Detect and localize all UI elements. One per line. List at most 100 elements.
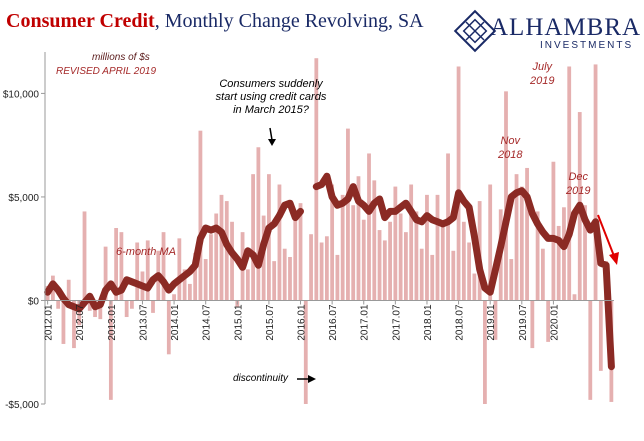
bar bbox=[256, 147, 261, 301]
x-tick-label: 2016.01 bbox=[297, 304, 308, 341]
july-2019-month: July bbox=[532, 61, 553, 73]
bar bbox=[351, 205, 356, 301]
y-tick-label: $5,000 bbox=[8, 193, 39, 204]
bar bbox=[130, 300, 134, 309]
revised-note: REVISED APRIL 2019 bbox=[56, 66, 157, 77]
bar bbox=[298, 203, 303, 301]
bar bbox=[309, 234, 313, 301]
bar bbox=[303, 300, 308, 404]
bar bbox=[398, 213, 403, 301]
bar bbox=[145, 240, 150, 301]
x-tick-label: 2013.07 bbox=[138, 304, 149, 341]
bar bbox=[135, 242, 140, 301]
logo-mark bbox=[453, 9, 497, 53]
ma-label: 6-month MA bbox=[116, 246, 176, 258]
bar bbox=[293, 211, 298, 301]
bar bbox=[414, 211, 419, 301]
bar bbox=[66, 279, 71, 301]
bar bbox=[82, 211, 87, 301]
bar bbox=[493, 300, 498, 340]
bar bbox=[203, 259, 208, 301]
consumers-note-line2: start using credit cards bbox=[215, 91, 327, 103]
bar bbox=[108, 300, 113, 400]
bar bbox=[519, 186, 524, 301]
axes bbox=[41, 52, 614, 405]
july-2019-year: 2019 bbox=[530, 75, 555, 87]
bar bbox=[372, 180, 377, 301]
bar bbox=[324, 236, 329, 301]
x-tick-label: 2014.01 bbox=[170, 304, 181, 341]
tick-labels: -$5,000 $0 $5,000 $10,000 2012.01 2012.07 2013… bbox=[3, 89, 561, 411]
bar bbox=[388, 221, 392, 301]
bar bbox=[219, 194, 224, 301]
bar bbox=[598, 300, 603, 371]
bar bbox=[214, 213, 219, 301]
logo-subtitle: INVESTMENTS bbox=[540, 40, 634, 51]
consumers-arrowhead bbox=[268, 139, 276, 146]
x-tick-label: 2017.07 bbox=[391, 304, 402, 341]
x-tick-label: 2018.07 bbox=[455, 304, 466, 341]
nov-2018-note: Nov 2018 bbox=[498, 134, 522, 162]
bar bbox=[119, 232, 124, 301]
bar bbox=[419, 248, 424, 301]
bar bbox=[530, 300, 535, 349]
bar bbox=[535, 211, 540, 301]
y-tick-label: $0 bbox=[28, 296, 40, 307]
bar bbox=[504, 91, 508, 301]
bar bbox=[588, 300, 593, 400]
red-trend-arrowhead bbox=[609, 252, 619, 265]
bar bbox=[361, 219, 366, 301]
x-tick-label: 2018.01 bbox=[423, 304, 434, 341]
x-tick-label: 2017.01 bbox=[360, 304, 371, 341]
bar bbox=[114, 228, 119, 301]
bar bbox=[451, 250, 456, 301]
bar bbox=[346, 128, 350, 301]
bar bbox=[525, 167, 529, 301]
bar bbox=[166, 300, 171, 355]
bar bbox=[488, 184, 493, 301]
units-note: millions of $s bbox=[92, 52, 150, 63]
x-tick-label: 2012.07 bbox=[75, 304, 86, 341]
bar bbox=[335, 254, 340, 301]
bar bbox=[282, 248, 287, 301]
bar bbox=[377, 230, 382, 301]
bar bbox=[556, 225, 561, 301]
bar bbox=[440, 221, 445, 301]
title-rest: , Monthly Change Revolving, SA bbox=[154, 10, 424, 32]
x-tick-label: 2015.07 bbox=[265, 304, 276, 341]
bar bbox=[404, 232, 408, 301]
consumers-note-line3: in March 2015? bbox=[233, 104, 309, 116]
bar bbox=[209, 234, 213, 301]
title-main: Consumer Credit bbox=[6, 10, 155, 32]
bar bbox=[572, 294, 577, 301]
ma-line bbox=[44, 172, 615, 371]
bar bbox=[546, 300, 551, 342]
annotations bbox=[268, 127, 619, 383]
bar bbox=[425, 194, 429, 301]
bar bbox=[77, 300, 82, 326]
bar bbox=[461, 221, 466, 301]
y-tick-label: $10,000 bbox=[3, 89, 40, 100]
dec-2019-month: Dec bbox=[568, 171, 589, 183]
bar bbox=[340, 194, 345, 301]
logo-name: ALHAMBRA bbox=[490, 14, 642, 41]
x-tick-label: 2020.01 bbox=[549, 304, 560, 341]
bar bbox=[193, 252, 198, 301]
dec-2019-note: Dec 2019 bbox=[566, 170, 590, 198]
bar bbox=[409, 184, 414, 301]
red-trend-arrow bbox=[597, 214, 615, 257]
bar bbox=[230, 221, 234, 301]
x-tick-label: 2014.07 bbox=[202, 304, 213, 341]
bar bbox=[87, 300, 92, 311]
bar bbox=[124, 300, 129, 318]
moving-average-series bbox=[44, 172, 615, 371]
bar bbox=[314, 58, 319, 301]
consumers-note-line1: Consumers suddenly bbox=[219, 78, 323, 90]
bar bbox=[551, 161, 556, 301]
discontinuity-note: discontinuity bbox=[233, 373, 289, 384]
x-tick-label: 2016.07 bbox=[328, 304, 339, 341]
bar bbox=[446, 153, 450, 301]
bar bbox=[540, 248, 545, 301]
bar bbox=[103, 246, 108, 301]
bar bbox=[245, 269, 250, 301]
